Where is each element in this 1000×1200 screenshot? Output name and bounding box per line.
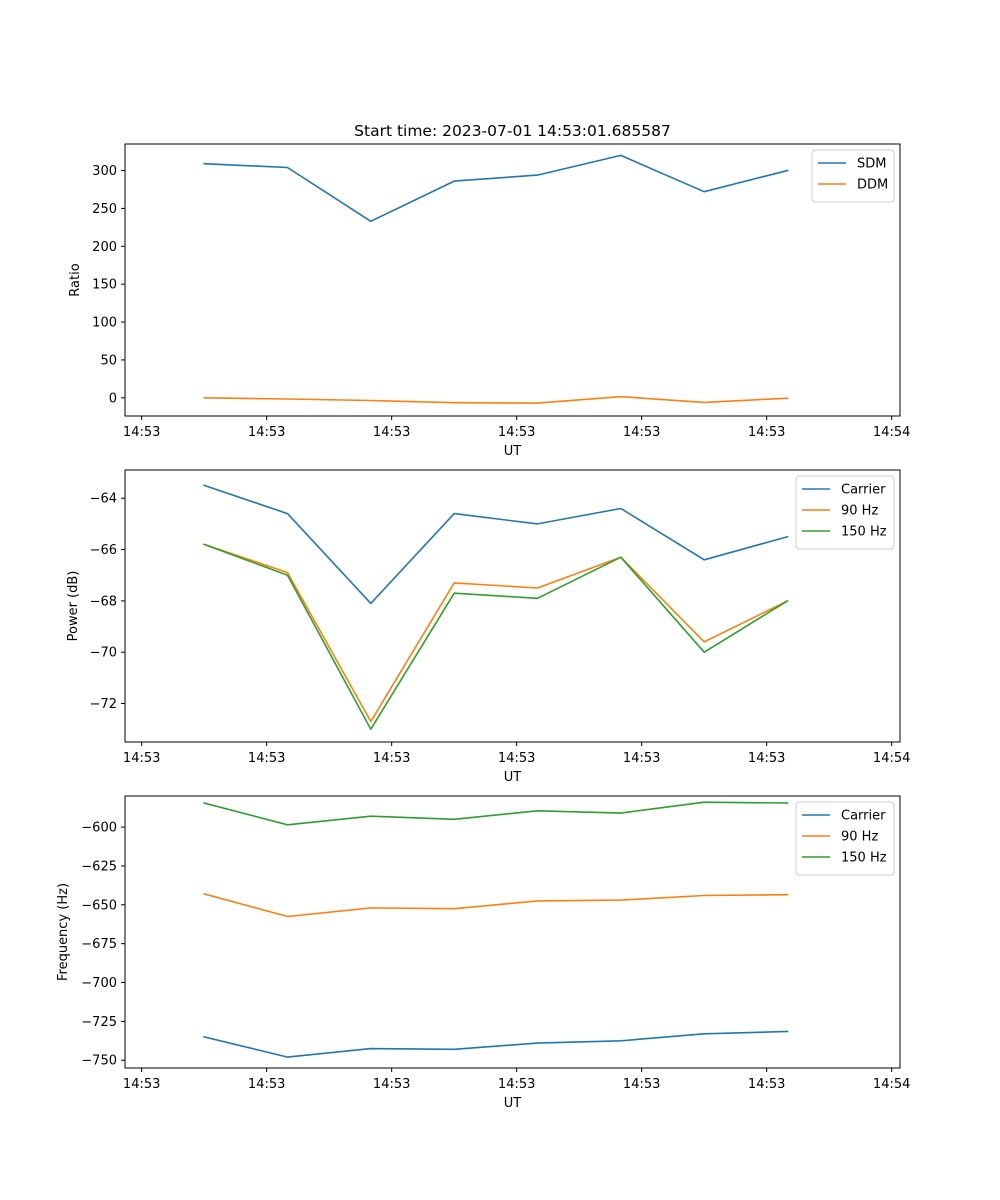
axes-frame [124, 795, 901, 1069]
series-line-90-hz [203, 543, 789, 723]
legend-label: 150 Hz [841, 851, 887, 866]
x-tick-label: 14:53 [373, 1077, 410, 1092]
legend-label: DDM [857, 178, 888, 193]
legend-label: 150 Hz [841, 525, 887, 540]
series-line-150-hz [203, 543, 789, 731]
legend-label: SDM [857, 157, 886, 172]
x-tick-label: 14:53 [123, 751, 160, 766]
series-line-ddm [203, 395, 789, 404]
chart-title: Start time: 2023-07-01 14:53:01.685587 [354, 122, 671, 140]
y-tick-label: −68 [90, 594, 117, 609]
series-line-sdm [203, 154, 789, 223]
legend: Carrier 90 Hz 150 Hz [795, 475, 895, 550]
x-tick-label: 14:54 [873, 1077, 910, 1092]
x-axis-label: UT [504, 770, 522, 785]
y-tick-label: −72 [90, 697, 117, 712]
x-tick-label: 14:53 [248, 425, 285, 440]
x-tick-label: 14:53 [498, 425, 535, 440]
panel-2: 14:53 14:53 14:53 14:53 14:53 14:53 14:54 −72 −7… [66, 469, 910, 785]
x-tick-label: 14:53 [623, 425, 660, 440]
x-tick-label: 14:54 [873, 751, 910, 766]
y-tick-label: 0 [109, 391, 117, 406]
x-tick-label: 14:53 [498, 751, 535, 766]
x-tick-label: 14:53 [123, 1077, 160, 1092]
y-tick-label: 100 [92, 316, 117, 331]
legend: Carrier 90 Hz 150 Hz [795, 801, 895, 876]
x-tick-label: 14:53 [498, 1077, 535, 1092]
y-tick-label: −750 [81, 1054, 117, 1069]
x-tick-label: 14:53 [623, 751, 660, 766]
y-axis-label: Power (dB) [66, 571, 81, 642]
legend-label: Carrier [841, 483, 886, 498]
series-line-carrier [203, 484, 789, 605]
y-tick-label: 300 [92, 164, 117, 179]
x-tick-label: 14:53 [123, 425, 160, 440]
y-tick-label: 150 [92, 278, 117, 293]
panel-3: 14:53 14:53 14:53 14:53 14:53 14:53 14:54 −750 −… [56, 795, 910, 1111]
y-tick-label: 200 [92, 240, 117, 255]
x-tick-label: 14:53 [748, 751, 785, 766]
legend-label: Carrier [841, 809, 886, 824]
x-tick-label: 14:53 [248, 1077, 285, 1092]
x-axis-label: UT [504, 444, 522, 459]
y-tick-label: −675 [81, 937, 117, 952]
axes-frame [124, 469, 901, 743]
x-tick-label: 14:54 [873, 425, 910, 440]
y-tick-label: −64 [90, 492, 117, 507]
y-tick-label: −600 [81, 821, 117, 836]
legend-label: 90 Hz [841, 830, 878, 845]
x-axis-label: UT [504, 1096, 522, 1111]
y-tick-label: −66 [90, 543, 117, 558]
y-tick-label: −725 [81, 1015, 117, 1030]
x-tick-label: 14:53 [373, 425, 410, 440]
y-tick-label: 250 [92, 202, 117, 217]
y-tick-label: −650 [81, 898, 117, 913]
chart-panels: 14:53 14:53 14:53 14:53 14:53 14:53 14:54 0 50 10… [56, 143, 910, 1111]
y-axis-label: Ratio [68, 263, 83, 296]
x-tick-label: 14:53 [373, 751, 410, 766]
x-tick-label: 14:53 [748, 1077, 785, 1092]
y-tick-label: −625 [81, 859, 117, 874]
y-axis-label: Frequency (Hz) [56, 883, 71, 981]
legend: SDM DDM [811, 149, 895, 203]
y-tick-label: −700 [81, 976, 117, 991]
y-tick-label: −70 [90, 646, 117, 661]
series-line-90-hz [203, 892, 789, 918]
legend-label: 90 Hz [841, 504, 878, 519]
x-tick-label: 14:53 [248, 751, 285, 766]
y-tick-label: 50 [100, 353, 117, 368]
series-line-carrier [203, 1030, 789, 1058]
series-line-150-hz [203, 801, 789, 826]
panel-1: 14:53 14:53 14:53 14:53 14:53 14:53 14:54 0 50 10… [68, 143, 910, 459]
x-tick-label: 14:53 [748, 425, 785, 440]
x-tick-label: 14:53 [623, 1077, 660, 1092]
axes-frame [124, 143, 901, 417]
